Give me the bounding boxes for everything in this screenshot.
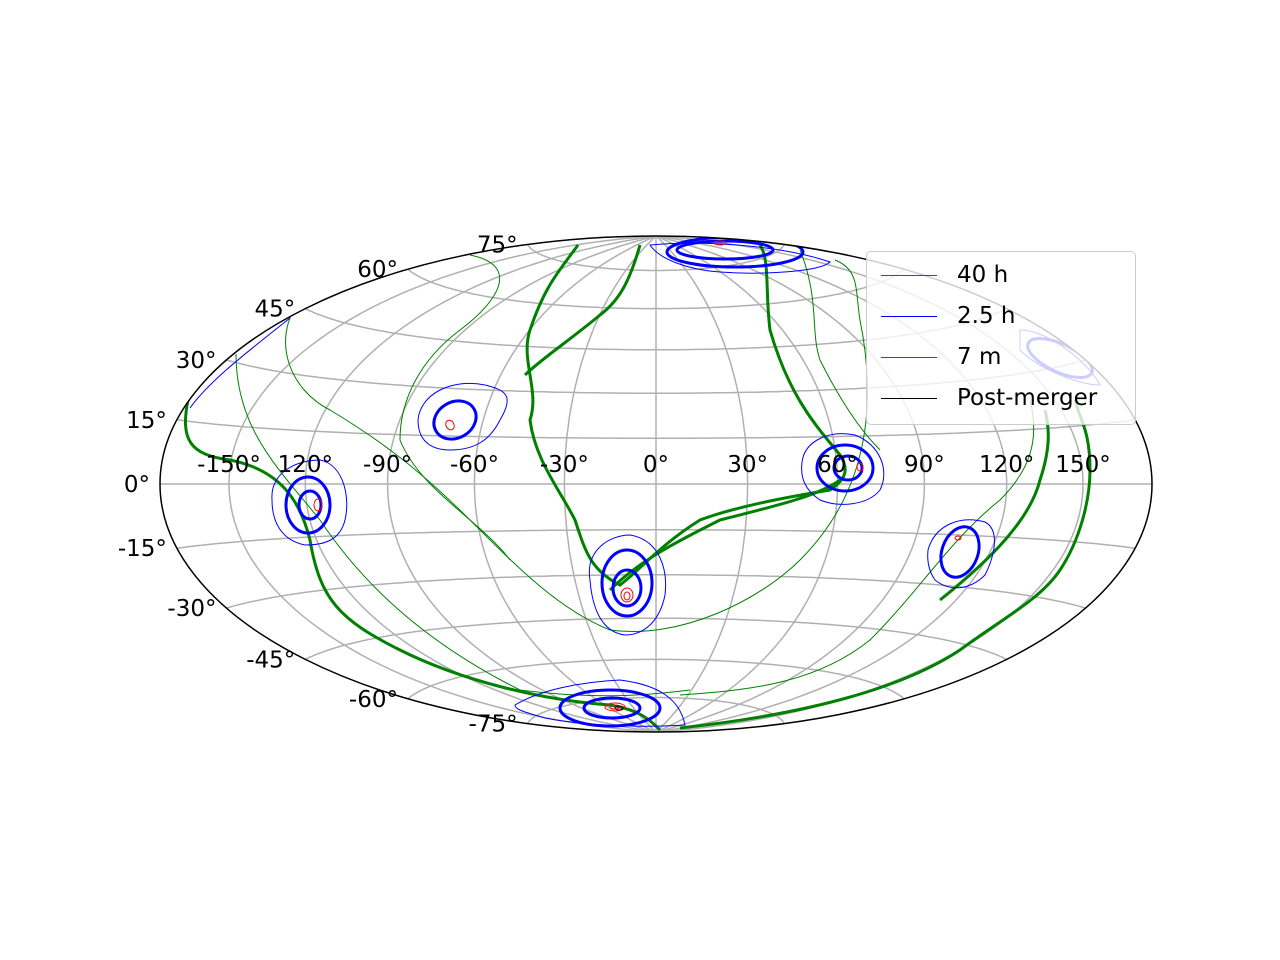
parallel-gridline <box>526 696 786 724</box>
lon-tick-label: -30° <box>540 452 589 478</box>
contour-2_5h-thin <box>271 459 348 546</box>
lon-tick-label: 120° <box>979 452 1034 478</box>
lon-tick-label: 60° <box>817 452 858 478</box>
legend-label: Post-merger <box>957 385 1098 411</box>
lat-tick-label: 60° <box>357 257 398 283</box>
lat-tick-label: -45° <box>246 647 295 673</box>
legend-item: 40 h <box>881 260 1008 290</box>
contour-7m <box>620 587 634 603</box>
contour-2_5h-thin <box>649 242 831 274</box>
legend-label: 7 m <box>957 344 1002 370</box>
contour-2_5h-thick <box>582 696 642 720</box>
lat-tick-label: 45° <box>255 297 296 323</box>
lon-tick-label: 150° <box>1055 452 1110 478</box>
contour-40h-thick <box>608 478 841 592</box>
lon-tick-label: 0° <box>643 452 669 478</box>
contour-2_5h-thick <box>297 489 323 521</box>
lat-tick-label: -75° <box>469 712 518 738</box>
tick-labels: -150° 120° -90° -60° -30° 0° 30° 60° 90° 120° 150°… <box>118 233 1111 738</box>
contour-7m <box>445 419 455 431</box>
legend-label: 2.5 h <box>957 303 1016 329</box>
contour-40h-thin <box>399 254 511 561</box>
contour-2_5h-thick <box>939 525 981 579</box>
legend-swatch <box>881 356 937 358</box>
lon-tick-label: -60° <box>450 452 499 478</box>
contour-40h-thick <box>939 409 1050 602</box>
contour-2_5h-thin <box>588 534 667 636</box>
legend-swatch <box>881 397 937 399</box>
lon-tick-label: 120° <box>278 452 333 478</box>
lon-tick-label: -90° <box>363 452 412 478</box>
contour-2_5h-thin <box>514 679 686 727</box>
contour-40h-thick <box>523 244 642 377</box>
contour-2_5h-thick <box>432 399 478 441</box>
parallel-gridline <box>226 574 1086 609</box>
legend-item: 2.5 h <box>881 301 1015 331</box>
contour-2_5h-thick <box>675 239 775 261</box>
contour-40h-thin <box>235 353 691 697</box>
legend-swatch <box>881 315 937 317</box>
parallel-gridline <box>526 244 786 272</box>
contour-7m <box>604 702 626 712</box>
map-boundary <box>159 235 1153 733</box>
legend-item: Post-merger <box>881 383 1097 413</box>
lat-tick-label: 15° <box>126 408 167 434</box>
lat-tick-label: 0° <box>124 472 150 498</box>
parallel-gridline <box>176 419 1136 439</box>
parallel-gridline <box>407 268 905 310</box>
contour-40h-thin <box>799 249 881 451</box>
legend-label: 40 h <box>957 262 1009 288</box>
lon-tick-label: 30° <box>727 452 768 478</box>
contour-40h-thin <box>679 399 1035 696</box>
contour-post-merger <box>614 705 624 711</box>
contour-7m <box>313 498 323 512</box>
contour-2_5h-thick <box>832 454 864 482</box>
lat-tick-label: -30° <box>167 596 216 622</box>
contour-7m <box>713 240 727 246</box>
lon-tick-label: 90° <box>904 452 945 478</box>
lon-tick-label: -150° <box>197 452 261 478</box>
parallel-gridline <box>176 529 1136 549</box>
contour-2_5h-thick <box>815 443 875 493</box>
lat-tick-label: -60° <box>349 687 398 713</box>
legend-item: 7 m <box>881 342 1001 372</box>
lat-tick-label: -15° <box>118 536 167 562</box>
contour-7m <box>856 462 864 472</box>
lat-tick-label: 75° <box>477 233 518 259</box>
contour-40h-thick <box>183 399 662 732</box>
legend-swatch <box>881 274 937 276</box>
contour-2_5h-thin <box>927 519 995 589</box>
contour-40h-thick <box>525 244 847 587</box>
contour-40h-thick <box>679 399 1092 730</box>
contour-2_5h-thin <box>801 433 885 505</box>
contour-2_5h-thin <box>417 383 508 451</box>
contour-2_5h-thick <box>611 568 643 608</box>
contour-2_5h-thick <box>558 688 662 728</box>
contour-7m <box>954 535 962 541</box>
lat-tick-label: 30° <box>176 348 217 374</box>
contour-2_5h-thick <box>284 475 332 535</box>
contour-2_5h-thin <box>189 317 291 409</box>
contour-7m <box>623 591 631 601</box>
contour-2_5h-thick <box>600 548 654 618</box>
legend: 40 h 2.5 h 7 m Post-merger <box>866 251 1136 425</box>
